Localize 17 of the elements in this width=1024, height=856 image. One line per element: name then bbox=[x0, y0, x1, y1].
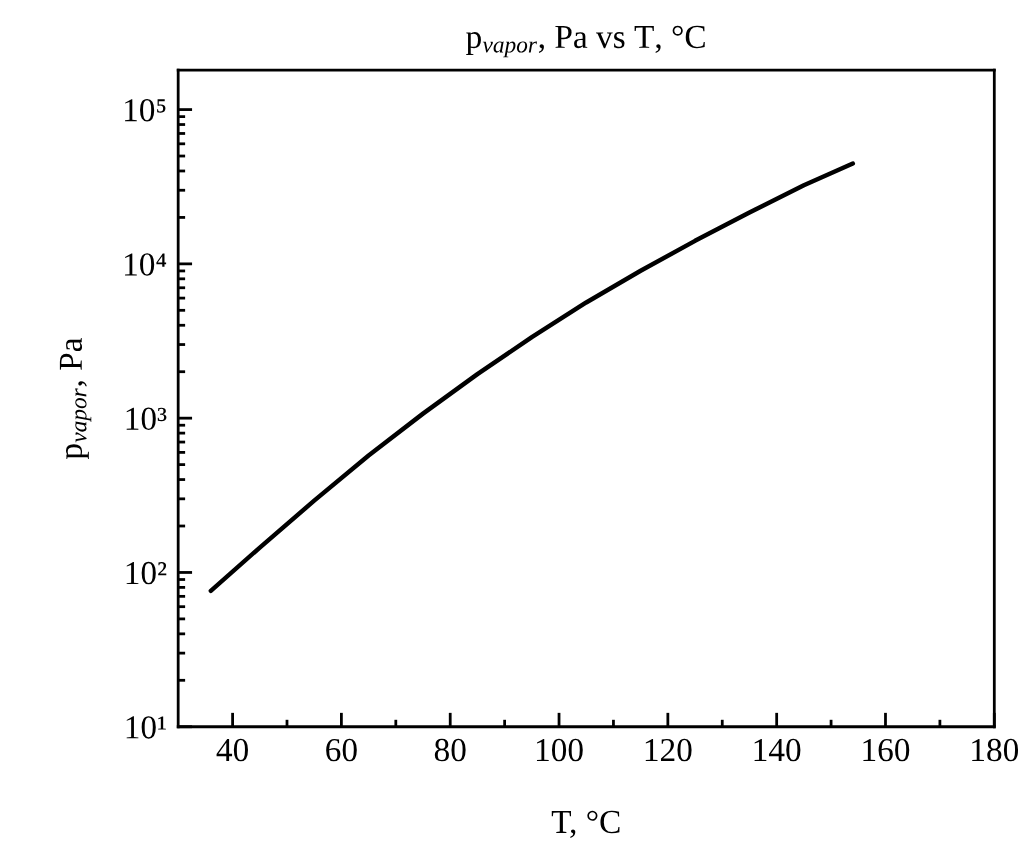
x-tick-label: 100 bbox=[536, 738, 583, 762]
x-tick-label: 80 bbox=[434, 738, 466, 762]
x-tick-label: 180 bbox=[972, 738, 1019, 762]
x-tick-label: 120 bbox=[645, 738, 692, 762]
x-tick-label: 40 bbox=[216, 738, 248, 762]
chart-title: p$_{vapor}$, Pa vs T, °C bbox=[466, 25, 705, 58]
y-tick-label: 10⁴ bbox=[125, 253, 167, 276]
y-tick-label: 10³ bbox=[126, 407, 167, 431]
y-axis-title: p$_{vapor}$, Pa bbox=[59, 337, 92, 460]
line-series bbox=[208, 161, 856, 594]
x-tick-label: 160 bbox=[863, 738, 910, 762]
y-tick-label: 10⁵ bbox=[125, 98, 166, 122]
x-tick-label: 60 bbox=[326, 738, 357, 762]
x-axis-title: T, °C bbox=[551, 810, 620, 839]
x-tick-label: 140 bbox=[754, 738, 801, 762]
y-tick-label: 10¹ bbox=[126, 716, 166, 739]
y-tick-label: 10² bbox=[126, 561, 167, 585]
